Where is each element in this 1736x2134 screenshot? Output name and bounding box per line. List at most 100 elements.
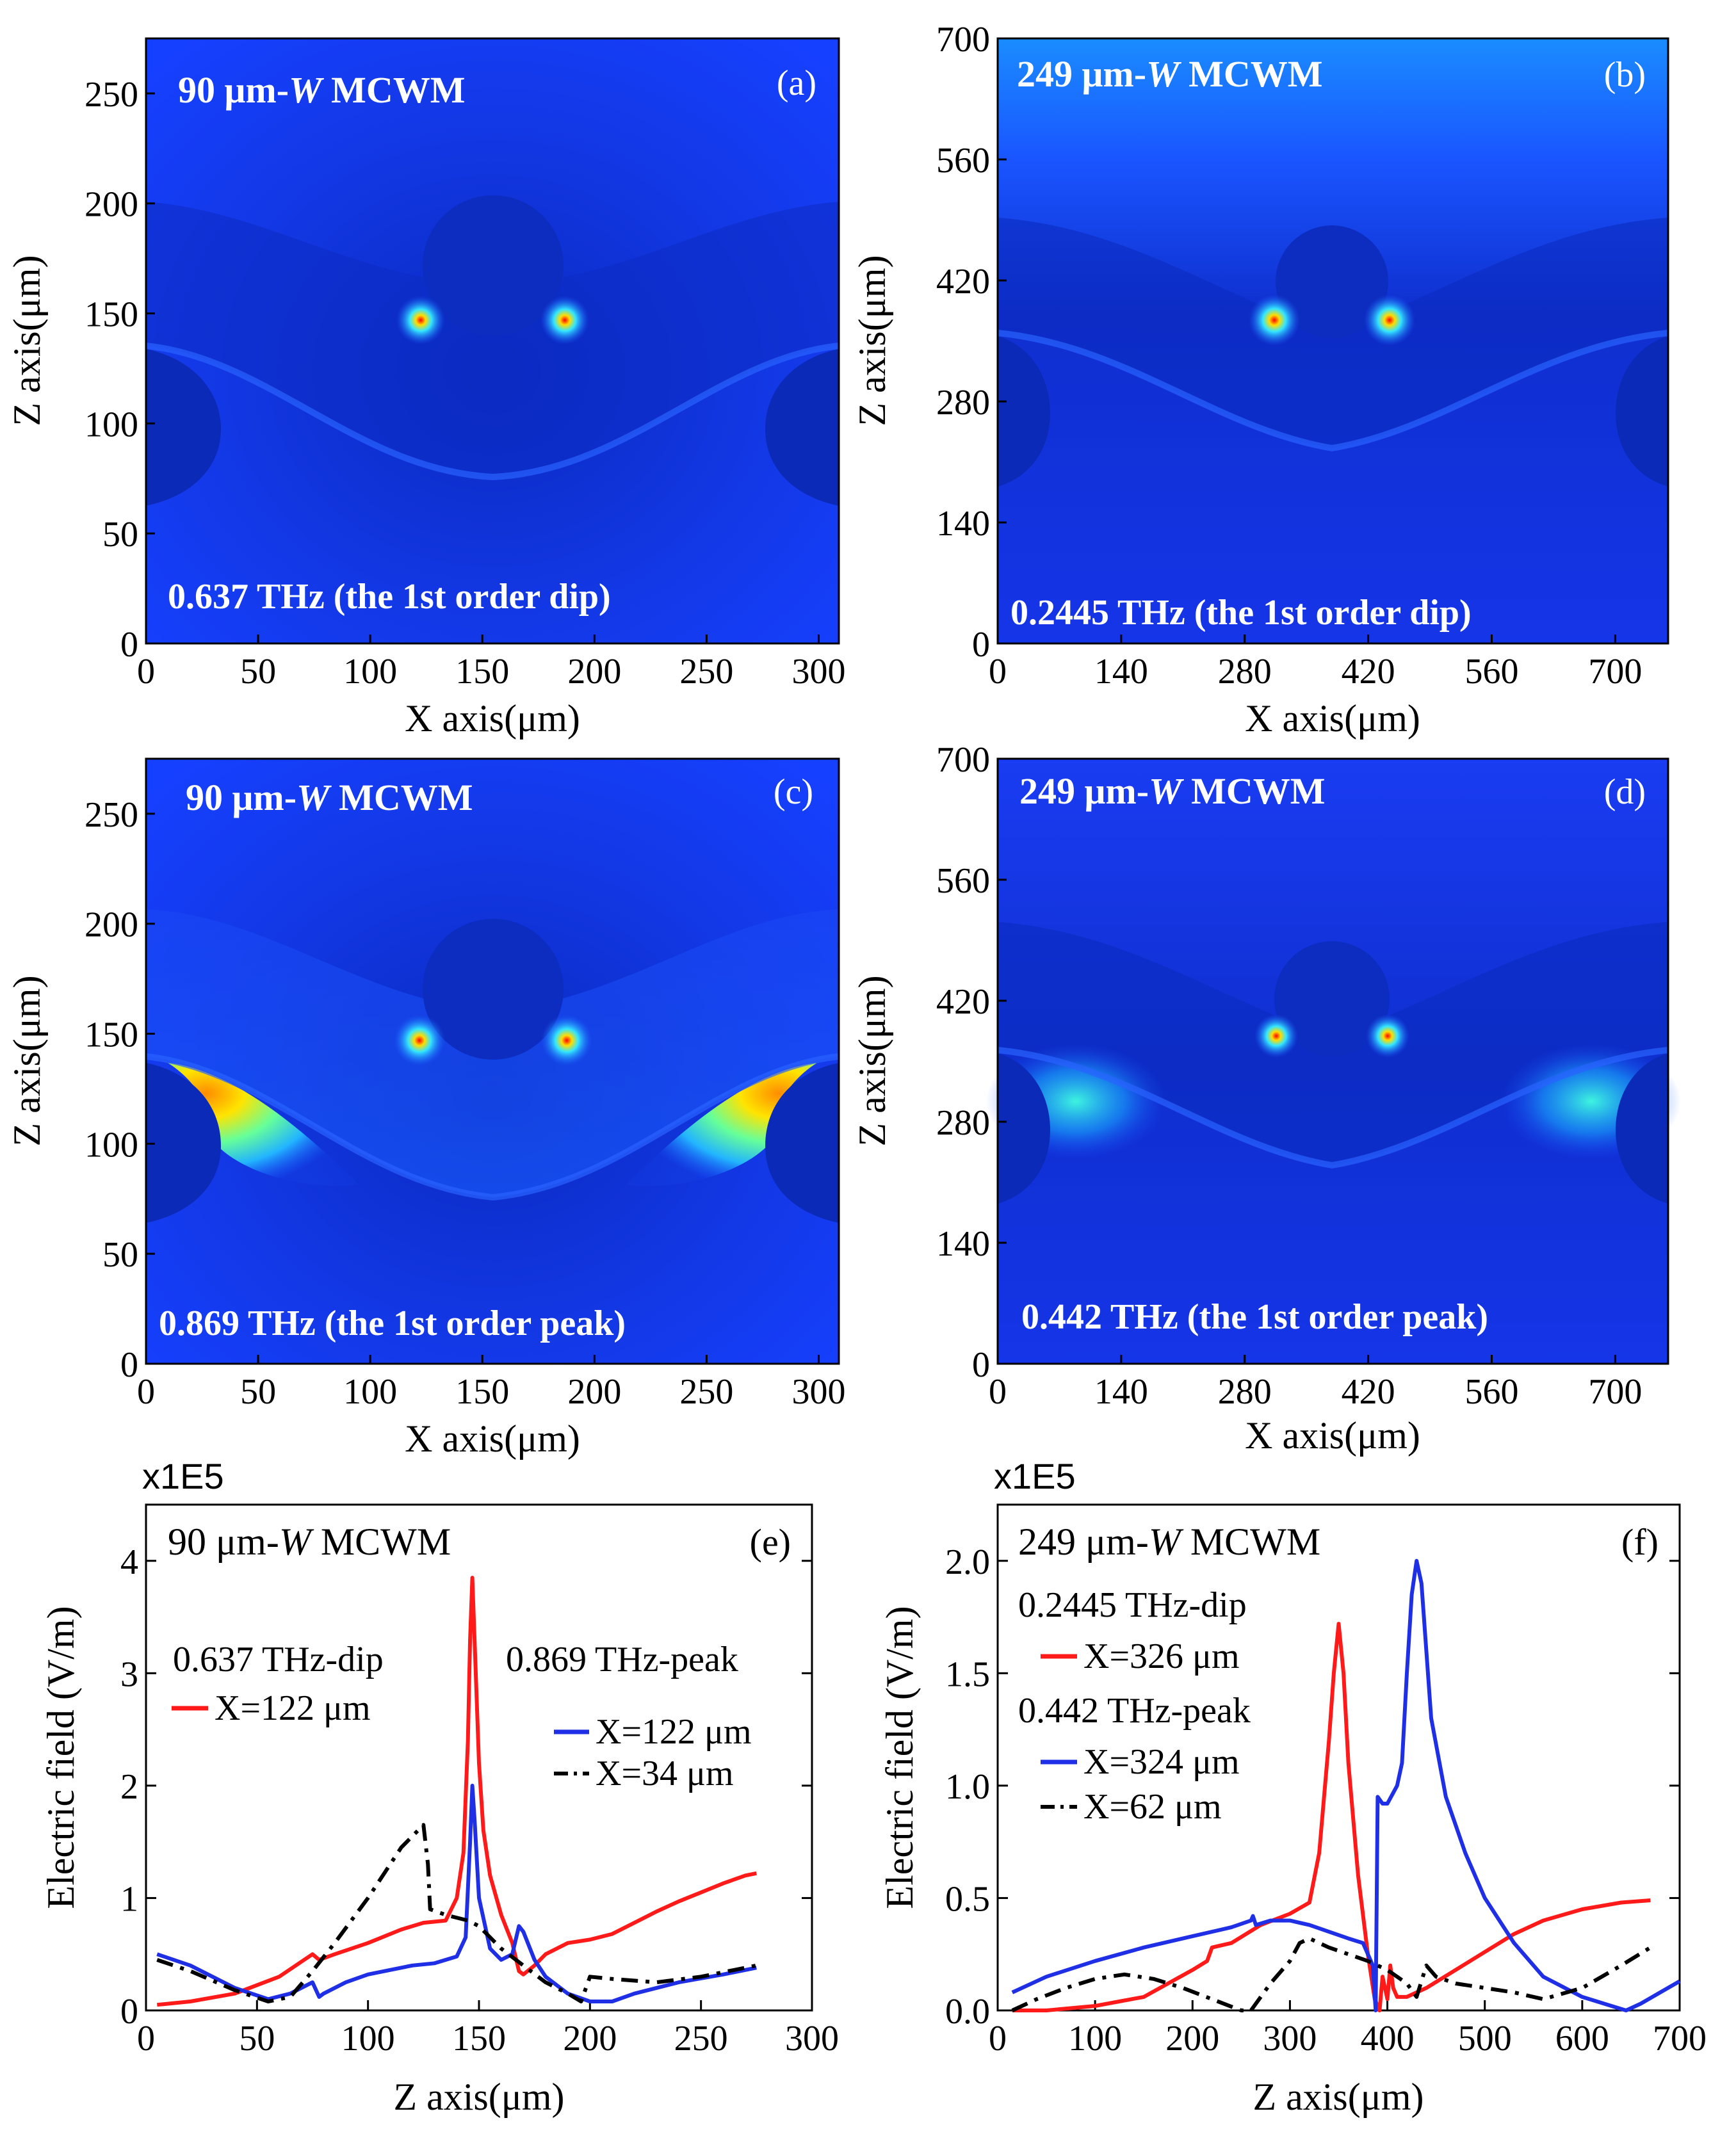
panel-d-xtick-label: 420 [1342, 1372, 1395, 1412]
panel-c-ylabel: Z axis(μm) [6, 975, 48, 1146]
panel-d-right-wire [1616, 1053, 1668, 1204]
panel-a-hotspot-right [540, 296, 589, 344]
panel-b-ytick-label: 0 [972, 625, 990, 665]
chart-f-series [1011, 1558, 1681, 2012]
panel-d-lower-curve [997, 1047, 1669, 1169]
chart-e-xlabel: Z axis(μm) [393, 2076, 564, 2118]
panel-c-ytick-label: 50 [102, 1235, 138, 1275]
chart-e-ytick-label: 0 [120, 1992, 138, 2032]
panel-d-xtick-label: 700 [1588, 1372, 1642, 1412]
panel-b-ylabel: Z axis(μm) [851, 255, 893, 426]
panel-a-letter: (a) [777, 63, 816, 103]
panel-b-center-wire [1276, 225, 1388, 338]
chart-f-ylabel: Electric field (V/m) [879, 1606, 921, 1909]
panel-c-center-wire [423, 919, 564, 1060]
panel-a-xtick-label: 300 [791, 652, 845, 691]
panel-d-ytick-label: 560 [936, 861, 990, 901]
panel-a-xtick-label: 250 [679, 652, 733, 691]
chart-e-ticks: 0 50 100 150 200 250 300 0 1 2 3 4 [120, 1542, 839, 2058]
panel-d-hotspot-right [1366, 1014, 1409, 1058]
panel-d-xtick-label: 560 [1464, 1372, 1518, 1412]
panel-c-ytick-label: 0 [120, 1345, 138, 1385]
chart-e-ytick-label: 1 [120, 1879, 138, 1919]
panel-c-left-wire [146, 1063, 221, 1223]
panel-b-letter: (b) [1604, 55, 1646, 95]
panel-b-xtick-label: 280 [1218, 652, 1272, 691]
panel-d-frame [996, 757, 1669, 1365]
chart-f: 0 100 200 300 400 500 600 700 0.0 0.5 1.0 1.5 2.0 x1… [879, 1456, 1707, 2118]
chart-f-frame [996, 1503, 1681, 2012]
panel-b-xtick-label: 420 [1342, 652, 1395, 691]
panel-d-frequency-label: 0.442 THz (the 1st order peak) [1021, 1297, 1488, 1337]
panel-c-hotspot-left [394, 1015, 445, 1066]
panel-d-ytick-label: 140 [936, 1224, 990, 1264]
chart-f-ytick-label: 0.0 [945, 1992, 990, 2032]
panel-c-ytick-label: 100 [85, 1125, 138, 1165]
chart-f-ytick-label: 2.0 [945, 1542, 990, 1582]
panel-c-xtick-label: 250 [679, 1372, 733, 1412]
chart-f-letter: (f) [1621, 1521, 1659, 1563]
panel-b-xtick-label: 700 [1588, 652, 1642, 691]
panel-d-xtick-label: 0 [989, 1372, 1007, 1412]
panel-a-xtick-label: 150 [455, 652, 509, 691]
chart-e-xtick-label: 200 [563, 2019, 617, 2058]
panel-d-xtick-label: 140 [1094, 1372, 1148, 1412]
panel-c-xtick-label: 300 [791, 1372, 845, 1412]
chart-f-legend-blue: X=324 μm [1083, 1742, 1240, 1782]
panel-b-model-label: 249 μm-W MCWM [1017, 53, 1322, 95]
chart-f-legend-black: X=62 μm [1083, 1787, 1222, 1827]
chart-e-ylabel: Electric field (V/m) [40, 1606, 82, 1909]
chart-e-legend-header-peak: 0.869 THz-peak [506, 1640, 738, 1679]
panel-b-left-wire [998, 336, 1050, 487]
chart-e-legend-blue: X=122 μm [596, 1712, 752, 1752]
chart-f-series-black [1011, 1936, 1651, 2012]
panel-c-xlabel: X axis(μm) [405, 1418, 580, 1460]
panel-c-letter: (c) [774, 772, 813, 812]
panel-a-ytick-label: 250 [85, 75, 138, 115]
panel-d-axes: 0 140 280 420 560 700 0 140 280 420 560 700 [936, 740, 1642, 1412]
panel-a-xtick-label: 0 [137, 652, 155, 691]
panel-a-lower-curve [145, 343, 840, 481]
panel-b-ytick-label: 560 [936, 141, 990, 181]
panel-c-xtick-label: 100 [343, 1372, 397, 1412]
panel-a: 0 50 100 150 200 250 300 0 50 100 150 200 250 90 μm-… [6, 37, 845, 740]
chart-e-series-red [157, 1576, 757, 2007]
chart-f-legend-red: X=326 μm [1083, 1637, 1240, 1676]
panel-b-axes: 0 140 280 420 560 700 0 140 280 420 560 700 [936, 20, 1642, 691]
panel-a-ytick-label: 100 [85, 405, 138, 444]
chart-f-xtick-label: 600 [1555, 2019, 1609, 2058]
panel-b-ytick-label: 140 [936, 504, 990, 544]
chart-e-ytick-label: 4 [120, 1542, 138, 1582]
panel-b-frequency-label: 0.2445 THz (the 1st order dip) [1010, 593, 1472, 633]
panel-b-right-wire [1616, 336, 1668, 487]
chart-f-series-blue [1011, 1558, 1681, 2012]
chart-e-xtick-label: 50 [239, 2019, 275, 2058]
chart-f-xtick-label: 0 [989, 2019, 1007, 2058]
chart-f-ytick-label: 1.5 [945, 1654, 990, 1694]
panel-d-ytick-label: 700 [936, 740, 990, 780]
panel-b-xlabel: X axis(μm) [1245, 697, 1420, 740]
panel-b: 0 140 280 420 560 700 0 140 280 420 560 700 249 μm-… [851, 20, 1669, 740]
chart-e-legend-header-dip: 0.637 THz-dip [173, 1640, 384, 1679]
chart-e-legend-red: X=122 μm [215, 1688, 371, 1728]
panel-a-xlabel: X axis(μm) [405, 697, 580, 740]
panel-a-ytick-label: 200 [85, 185, 138, 225]
panel-d-ytick-label: 280 [936, 1103, 990, 1143]
chart-f-ytick-label: 0.5 [945, 1879, 990, 1919]
panel-d-letter: (d) [1604, 772, 1646, 812]
panel-b-xtick-label: 0 [989, 652, 1007, 691]
panel-a-frame [145, 37, 840, 645]
chart-e-xtick-label: 0 [137, 2019, 155, 2058]
panel-c-ytick-label: 250 [85, 795, 138, 835]
panel-a-right-wire [765, 349, 839, 506]
chart-e-ytick-label: 2 [120, 1767, 138, 1807]
panel-d-xtick-label: 280 [1218, 1372, 1272, 1412]
panel-d-hotspot-left [1254, 1014, 1298, 1058]
chart-e-xtick-label: 250 [674, 2019, 728, 2058]
panel-c-ytick-label: 200 [85, 905, 138, 945]
panel-d-xlabel: X axis(μm) [1245, 1414, 1420, 1457]
panel-d-ytick-label: 420 [936, 982, 990, 1022]
panel-a-frequency-label: 0.637 THz (the 1st order dip) [168, 577, 611, 617]
chart-e-series [156, 1576, 757, 2007]
panel-c-xtick-label: 150 [455, 1372, 509, 1412]
